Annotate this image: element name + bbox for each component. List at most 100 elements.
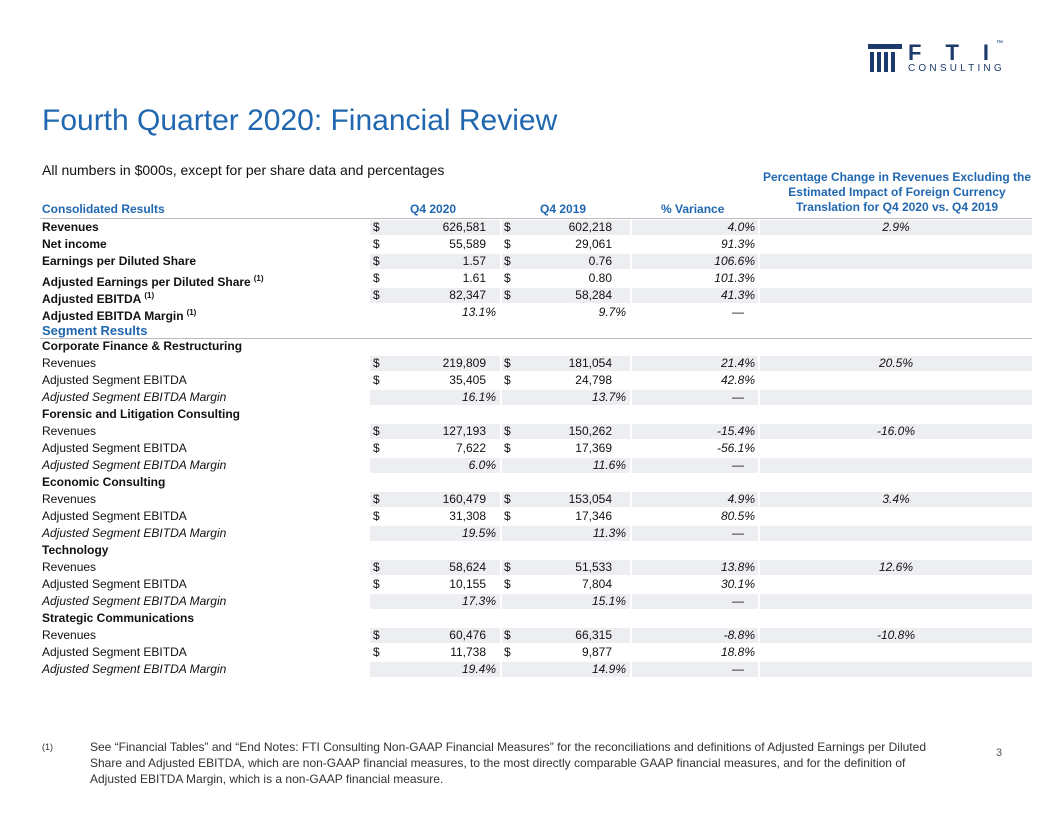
currency: $ [373, 288, 380, 302]
row-label-text: Revenues [42, 220, 99, 234]
row-stripe [502, 288, 630, 303]
currency: $ [504, 441, 511, 455]
row-label-text: Revenues [42, 492, 97, 506]
row-label-text: Adjusted Segment EBITDA Margin [42, 458, 227, 472]
value-q4-2019: 602,218 [568, 220, 612, 234]
value-q4-2020: 127,193 [442, 424, 486, 438]
group-label: Technology [42, 543, 109, 557]
row-stripe [632, 220, 758, 235]
row-stripe [370, 220, 500, 235]
row-label-text: Earnings per Diluted Share [42, 254, 197, 268]
row-stripe [760, 288, 1032, 303]
value-variance: 21.4% [720, 356, 755, 370]
value-q4-2019: 9,877 [581, 645, 612, 659]
row-label-text: Adjusted Segment EBITDA [42, 509, 187, 523]
row-stripe [370, 288, 500, 303]
row-label-text: Revenues [42, 424, 97, 438]
value-variance: 4.9% [727, 492, 755, 506]
row-stripe [632, 254, 758, 269]
row-label: Adjusted Segment EBITDA Margin [42, 525, 226, 542]
group-label: Economic Consulting [42, 475, 166, 489]
value-q4-2019: 13.7% [591, 390, 626, 404]
value-q4-2019: 15.1% [591, 594, 626, 608]
row-stripe [502, 254, 630, 269]
logo-mark: FTI [908, 40, 1013, 65]
value-q4-2019: 0.76 [588, 254, 612, 268]
value-q4-2020: 19.4% [461, 662, 496, 676]
value-q4-2020: 19.5% [461, 526, 496, 540]
value-q4-2020: 16.1% [461, 390, 496, 404]
value-fx: -10.8% [876, 628, 916, 642]
row-stripe [760, 220, 1032, 235]
row-label: Earnings per Diluted Share [42, 253, 196, 270]
row-label-text: Adjusted EBITDA [42, 292, 142, 306]
note-ref: (1) [144, 291, 155, 300]
row-label-text: Revenues [42, 560, 97, 574]
value-q4-2020: 31,308 [449, 509, 486, 523]
value-q4-2019: 11.6% [592, 458, 626, 472]
row-label-text: Adjusted Segment EBITDA [42, 577, 187, 591]
currency: $ [373, 441, 380, 455]
value-q4-2019: 7,804 [581, 577, 612, 591]
table: Consolidated Results Q4 2020 Q4 2019 % Vari… [40, 170, 1032, 678]
row-stripe [632, 560, 758, 575]
value-q4-2019: 14.9% [591, 662, 626, 676]
row-stripe [370, 390, 500, 405]
header-fx: Percentage Change in Revenues Excluding … [762, 170, 1032, 214]
value-variance: — [732, 526, 744, 540]
value-q4-2020: 6.0% [468, 458, 496, 472]
section-rule [40, 338, 1032, 339]
row-label: Adjusted Segment EBITDA [42, 508, 187, 525]
row-stripe [502, 492, 630, 507]
value-variance: 13.8% [720, 560, 755, 574]
value-variance: — [732, 458, 744, 472]
value-q4-2019: 153,054 [568, 492, 612, 506]
value-q4-2020: 626,581 [442, 220, 486, 234]
currency: $ [373, 492, 380, 506]
row-stripe [632, 662, 758, 677]
note-ref: (1) [253, 274, 264, 283]
value-q4-2019: 17,346 [575, 509, 612, 523]
currency: $ [373, 271, 380, 285]
value-q4-2020: 58,624 [449, 560, 486, 574]
group-label: Strategic Communications [42, 611, 195, 625]
row-label: Adjusted Segment EBITDA Margin [42, 661, 226, 678]
row-label-text: Revenues [42, 356, 97, 370]
value-variance: 18.8% [720, 645, 755, 659]
row-stripe [760, 424, 1032, 439]
title: Fourth Quarter 2020: Financial Review [42, 104, 558, 137]
row-label: Adjusted Segment EBITDA [42, 576, 187, 593]
row-stripe [502, 628, 630, 643]
value-q4-2019: 181,054 [568, 356, 612, 370]
row-label-text: Adjusted EBITDA Margin [42, 309, 184, 323]
value-q4-2019: 0.80 [588, 271, 612, 285]
footnote-marker: (1) [42, 742, 53, 752]
row-label-text: Adjusted Segment EBITDA Margin [42, 594, 227, 608]
row-stripe [370, 254, 500, 269]
row-stripe [370, 628, 500, 643]
row-label: Revenues [42, 423, 96, 440]
row-stripe [370, 560, 500, 575]
currency: $ [504, 577, 511, 591]
row-label-text: Adjusted Segment EBITDA [42, 645, 187, 659]
value-q4-2020: 1.61 [462, 271, 486, 285]
value-q4-2020: 13.1% [461, 305, 496, 319]
row-stripe [502, 458, 630, 473]
currency: $ [373, 220, 380, 234]
value-q4-2020: 10,155 [449, 577, 486, 591]
row-stripe [760, 492, 1032, 507]
value-q4-2020: 17.3% [461, 594, 496, 608]
value-variance: -15.4% [716, 424, 755, 438]
value-variance: — [732, 662, 744, 676]
value-variance: -8.8% [723, 628, 755, 642]
currency: $ [504, 492, 511, 506]
row-stripe [632, 526, 758, 541]
value-variance: — [732, 305, 744, 319]
header-variance: % Variance [661, 202, 725, 216]
header-q4-2019: Q4 2019 [540, 202, 587, 216]
row-stripe [760, 662, 1032, 677]
value-variance: -56.1% [716, 441, 755, 455]
section-heading: Segment Results [42, 323, 148, 338]
value-q4-2019: 51,533 [575, 560, 612, 574]
value-q4-2020: 35,405 [449, 373, 486, 387]
